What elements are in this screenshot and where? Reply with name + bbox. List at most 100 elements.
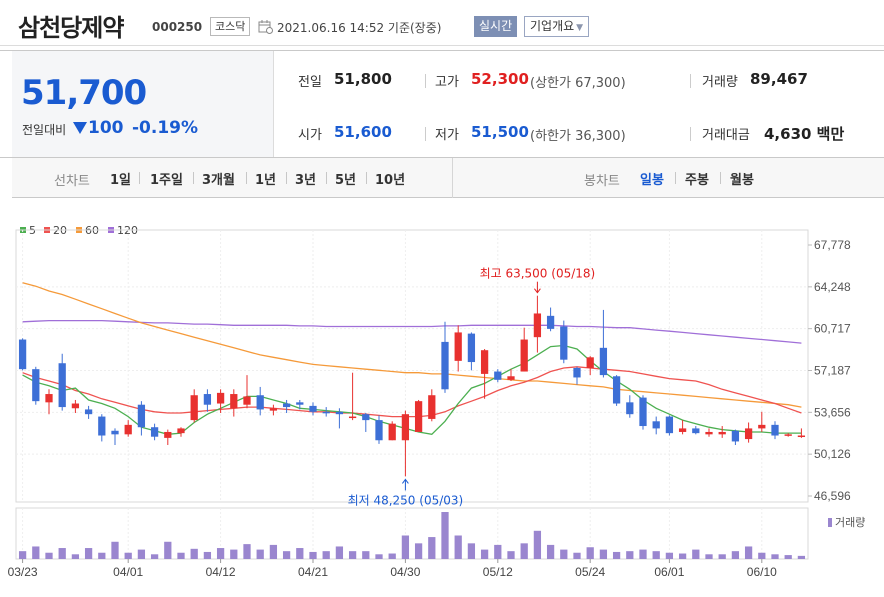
candle-body — [771, 424, 779, 436]
period-3m[interactable]: 3개월 — [202, 173, 235, 188]
x-tick-label: 03/23 — [8, 565, 38, 579]
period-1y[interactable]: 1년 — [255, 173, 277, 188]
volume-bar — [494, 544, 502, 559]
volume-bar — [454, 535, 462, 559]
separator — [193, 172, 194, 184]
volume-bar — [678, 553, 687, 559]
x-tick-label: 06/10 — [747, 565, 777, 579]
volume-bar — [296, 548, 304, 559]
candle-body — [137, 404, 146, 428]
volume-bar — [150, 554, 159, 559]
candle-body — [348, 416, 357, 419]
volume-bar — [98, 552, 106, 559]
stock-name: 삼천당제약 — [18, 14, 124, 42]
volume-bar — [164, 541, 172, 559]
y-tick-label: 50,126 — [814, 447, 851, 461]
candle-chart-label: 봉차트 — [584, 174, 620, 189]
candle-body — [520, 339, 528, 372]
candle-body — [18, 339, 27, 370]
candle-body — [296, 402, 304, 405]
candle-body — [190, 395, 198, 421]
candle-body — [678, 428, 687, 432]
high-annotation-label: 최고 63,500 (05/18) — [480, 267, 596, 281]
period-3y[interactable]: 3년 — [295, 173, 317, 188]
candle-body — [692, 428, 700, 434]
current-price-box: 51,700 전일대비 100 -0.19% — [12, 51, 274, 157]
volume-bar — [124, 552, 132, 559]
down-arrow-icon — [73, 122, 87, 134]
volume-bar — [533, 530, 542, 559]
open-value: 51,600 — [334, 123, 392, 141]
candle-body — [243, 396, 251, 405]
prev-close-label: 전일 — [298, 75, 322, 90]
separator — [246, 172, 247, 184]
volume-bar — [652, 551, 660, 559]
current-price: 51,700 — [21, 73, 147, 113]
volume-bar — [599, 549, 608, 559]
volume-bar — [467, 543, 476, 559]
section-divider — [452, 158, 453, 198]
candle-body — [322, 411, 330, 414]
volume-bar — [282, 551, 291, 559]
quote-panel: 51,700 전일대비 100 -0.19% 전일 51,800 고가 52,3… — [0, 50, 884, 158]
period-1w[interactable]: 1주일 — [150, 173, 183, 188]
volume-plot-frame — [15, 507, 809, 560]
lower-limit: (하한가 36,300) — [530, 129, 626, 144]
candle-body — [705, 431, 713, 435]
candle-body — [309, 405, 317, 412]
candle-body — [599, 347, 608, 376]
ma-line-120 — [22, 319, 802, 344]
x-tick-label: 05/24 — [575, 565, 605, 579]
high-arrow-head — [534, 288, 541, 294]
volume-bar — [428, 537, 436, 559]
x-tick-label: 04/30 — [390, 565, 420, 579]
volume-bar — [45, 552, 53, 559]
volume-bar — [612, 551, 621, 559]
candle-body — [546, 315, 555, 329]
candle-daily[interactable]: 일봉 — [640, 173, 664, 188]
candle-body — [507, 376, 515, 380]
volume-bar — [546, 544, 555, 559]
candle-body — [586, 357, 594, 368]
candle-body — [375, 420, 383, 441]
volume-bar — [256, 549, 264, 559]
low-value: 51,500 — [471, 123, 529, 141]
candlestick-chart[interactable]: 67,778 64,248 60,717 57,187 53,656 50,126 46,5… — [0, 198, 884, 597]
volume-bar — [58, 548, 66, 559]
volume-bar — [203, 551, 212, 559]
period-1d[interactable]: 1일 — [110, 173, 132, 188]
separator — [720, 172, 721, 184]
company-overview-button[interactable]: 기업개요 ▼ — [524, 16, 590, 37]
high-value: 52,300 — [471, 70, 529, 88]
candle-monthly[interactable]: 월봉 — [730, 173, 754, 188]
y-tick-label: 46,596 — [814, 489, 851, 503]
volume-bar — [216, 548, 225, 559]
volume-bar — [84, 548, 93, 559]
low-label: 저가 — [435, 128, 459, 143]
candle-body — [665, 416, 674, 434]
change-value: 100 — [88, 118, 124, 138]
volume-bar — [335, 546, 344, 559]
candle-body — [32, 369, 40, 402]
dropdown-caret-icon: ▼ — [576, 23, 584, 33]
high-label: 고가 — [435, 75, 459, 90]
volume-bar — [362, 551, 370, 559]
candle-weekly[interactable]: 주봉 — [685, 173, 709, 188]
market-badge: 코스닥 — [210, 17, 251, 36]
separator — [139, 172, 140, 184]
period-10y[interactable]: 10년 — [375, 173, 406, 188]
volume-bar — [111, 541, 119, 559]
volume-bar — [269, 544, 278, 559]
candle-body — [441, 341, 449, 390]
change-rate: -0.19% — [132, 118, 199, 138]
volume-bar — [744, 546, 753, 559]
divider — [690, 127, 691, 141]
period-5y[interactable]: 5년 — [335, 173, 357, 188]
realtime-button[interactable]: 실시간 — [474, 16, 518, 37]
candle-body — [282, 403, 291, 408]
volume-bar — [177, 552, 185, 559]
volume-bar — [718, 554, 726, 559]
x-tick-label: 04/21 — [298, 565, 328, 579]
candle-body — [71, 403, 80, 409]
candle-body — [230, 394, 238, 409]
